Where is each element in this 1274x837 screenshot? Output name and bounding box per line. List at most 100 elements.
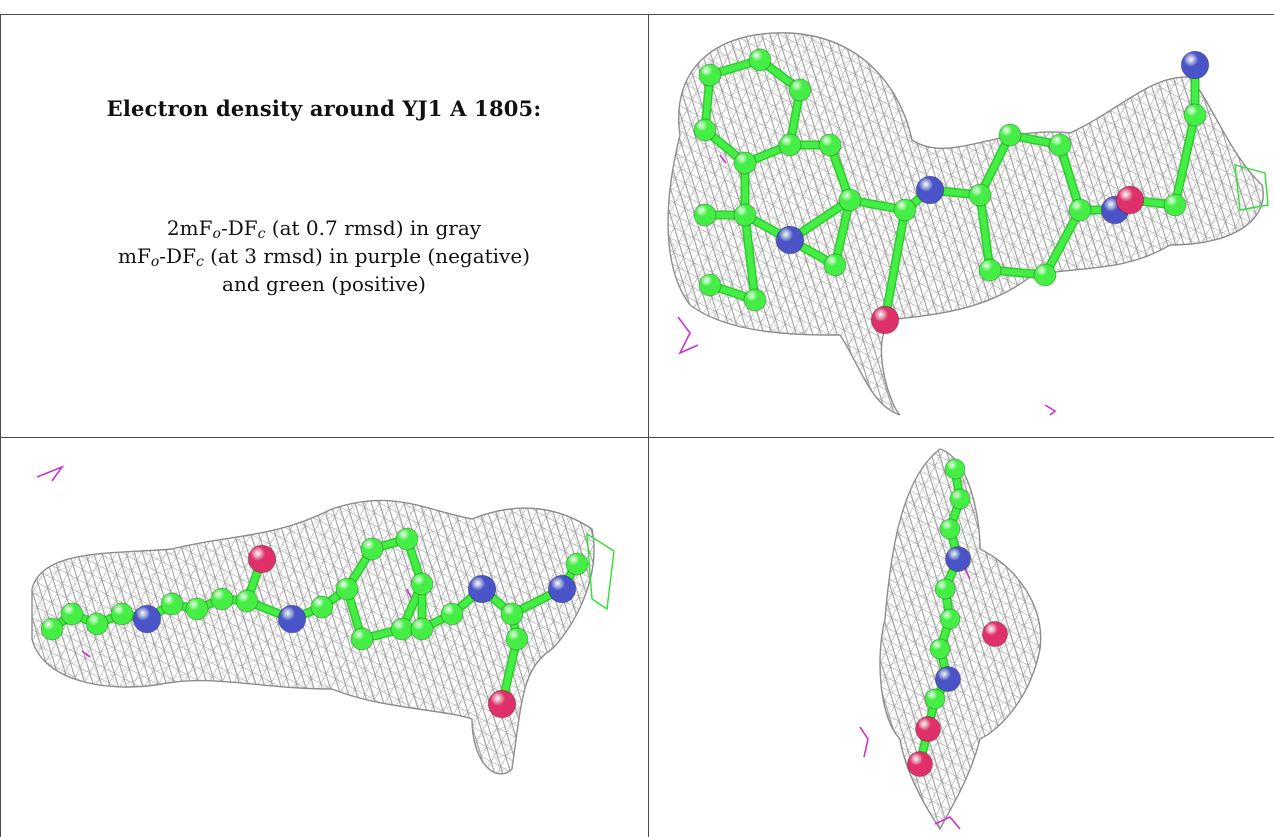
carbon-atom	[838, 188, 862, 212]
carbon-atom	[934, 578, 956, 600]
carbon-atom	[929, 638, 951, 660]
density-mesh-negative	[677, 316, 699, 355]
carbon-atom	[693, 118, 717, 142]
carbon-atom	[733, 203, 757, 227]
density-mesh-negative	[964, 568, 971, 580]
oxygen-atom	[487, 689, 517, 719]
legend-line-gray: 2mFo-DFc (at 0.7 rmsd) in gray	[0, 214, 648, 242]
nitrogen-atom	[1180, 50, 1210, 80]
molecule-view-svg	[667, 32, 1269, 416]
oxygen-atom	[915, 716, 941, 742]
carbon-atom	[998, 123, 1022, 147]
carbon-atom	[1033, 263, 1057, 287]
legend-line2-mid: -DF	[159, 244, 196, 268]
bond-highlight	[832, 197, 853, 268]
carbon-atom	[390, 617, 414, 641]
legend-line1-sub2: c	[257, 226, 266, 242]
grid-vertical-divider	[648, 14, 649, 837]
nitrogen-atom	[547, 574, 577, 604]
carbon-atom	[310, 595, 334, 619]
density-mesh-negative	[719, 154, 727, 164]
bond-highlight	[742, 212, 758, 303]
legend-line2-sub1: o	[150, 254, 160, 270]
carbon-atom	[350, 627, 374, 651]
nitrogen-atom	[132, 604, 162, 634]
carbon-atom	[395, 527, 419, 551]
legend-line-green: and green (positive)	[222, 272, 426, 296]
carbon-atom	[818, 133, 842, 157]
carbon-atom	[693, 203, 717, 227]
nitrogen-atom	[945, 546, 971, 572]
grid-top-border	[0, 14, 1274, 15]
carbon-atom	[733, 151, 757, 175]
density-mesh-negative	[859, 726, 869, 758]
carbon-atom	[160, 592, 184, 616]
legend-line2-sub2: c	[195, 254, 204, 270]
grid-horizontal-divider	[0, 437, 1274, 438]
carbon-atom	[788, 78, 812, 102]
carbon-atom	[410, 617, 434, 641]
carbon-atom	[698, 273, 722, 297]
carbon-atom	[505, 627, 529, 651]
carbon-atom	[60, 602, 84, 626]
caption-panel: Electron density around YJ1 A 1805: 2mFo…	[0, 0, 648, 437]
carbon-atom	[698, 63, 722, 87]
carbon-atom	[1048, 133, 1072, 157]
carbon-atom	[939, 608, 961, 630]
carbon-atom	[410, 572, 434, 596]
view-bottom-left	[2, 439, 647, 837]
bond-highlight	[977, 192, 993, 273]
bond-highlight	[977, 132, 1013, 198]
view-top-right	[650, 15, 1274, 436]
legend-line1-sub1: o	[212, 226, 221, 242]
carbon-atom	[1068, 198, 1092, 222]
oxygen-atom	[982, 621, 1008, 647]
carbon-atom	[778, 133, 802, 157]
carbon-atom	[235, 589, 259, 613]
carbon-atom	[565, 552, 589, 576]
carbon-atom	[978, 258, 1002, 282]
carbon-atom	[924, 688, 946, 710]
carbon-atom	[360, 537, 384, 561]
bond-highlight	[1172, 112, 1198, 208]
density-mesh-positive	[1234, 164, 1269, 211]
oxygen-atom	[247, 544, 277, 574]
view-bottom-right	[650, 439, 1274, 837]
carbon-atom	[748, 48, 772, 72]
density-mesh-negative	[1044, 404, 1057, 416]
legend-line1-prefix: 2mF	[166, 216, 213, 240]
legend-line1-suffix: (at 0.7 rmsd) in gray	[265, 216, 482, 240]
grid-left-border	[0, 14, 1, 837]
legend-line-purple: mFo-DFc (at 3 rmsd) in purple (negative)	[0, 242, 648, 270]
carbon-atom	[949, 488, 971, 510]
density-mesh-positive	[586, 532, 615, 611]
bond-highlight	[882, 207, 908, 323]
nitrogen-atom	[935, 666, 961, 692]
carbon-atom	[440, 602, 464, 626]
carbon-atom	[210, 587, 234, 611]
density-mesh-gray-inner	[32, 500, 594, 774]
carbon-atom	[500, 602, 524, 626]
oxygen-atom	[1115, 185, 1145, 215]
molecule-view-svg	[859, 448, 1042, 831]
carbon-atom	[1163, 193, 1187, 217]
carbon-atom	[893, 198, 917, 222]
caption-title: Electron density around YJ1 A 1805:	[106, 96, 542, 121]
nitrogen-atom	[277, 604, 307, 634]
carbon-atom	[743, 288, 767, 312]
nitrogen-atom	[775, 225, 805, 255]
oxygen-atom	[870, 305, 900, 335]
carbon-atom	[823, 253, 847, 277]
carbon-atom	[40, 617, 64, 641]
legend-line2-prefix: mF	[118, 244, 151, 268]
caption-legend: 2mFo-DFc (at 0.7 rmsd) in gray mFo-DFc (…	[0, 214, 648, 298]
density-mesh-negative	[36, 465, 65, 482]
carbon-atom	[85, 612, 109, 636]
nitrogen-atom	[915, 175, 945, 205]
carbon-atom	[944, 458, 966, 480]
carbon-atom	[968, 183, 992, 207]
density-mesh-gray-inner	[668, 32, 1264, 416]
legend-line2-suffix: (at 3 rmsd) in purple (negative)	[203, 244, 530, 268]
oxygen-atom	[907, 751, 933, 777]
density-mesh-negative	[81, 650, 91, 658]
